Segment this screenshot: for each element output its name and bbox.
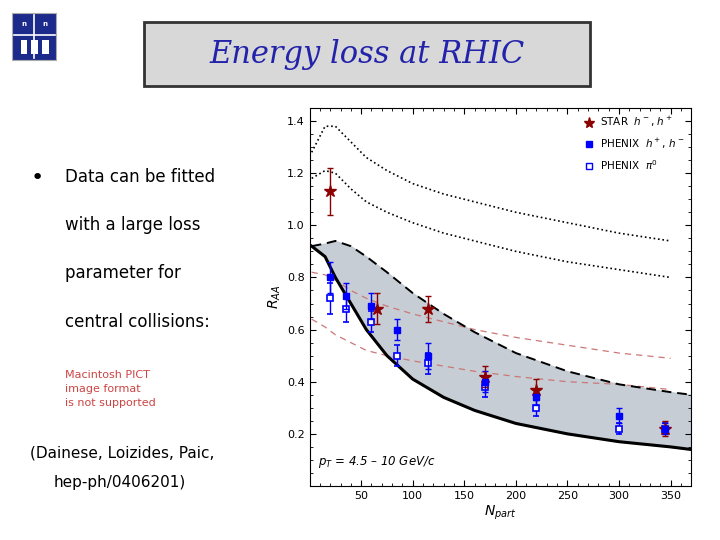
FancyBboxPatch shape (12, 13, 56, 60)
Bar (42, 40, 49, 54)
Text: •: • (30, 167, 43, 187)
Text: central collisions:: central collisions: (65, 313, 210, 331)
Text: n: n (42, 21, 48, 28)
Text: Data can be fitted: Data can be fitted (65, 167, 215, 186)
Text: n: n (21, 21, 26, 28)
Text: parameter for: parameter for (65, 265, 181, 282)
Legend: STAR  $h^-$, $h^+$, PHENIX  $h^+$, $h^-$, PHENIX  $\pi^0$: STAR $h^-$, $h^+$, PHENIX $h^+$, $h^-$, … (580, 111, 688, 176)
Text: hep-ph/0406201): hep-ph/0406201) (53, 475, 186, 490)
Bar (32, 40, 38, 54)
Text: with a large loss: with a large loss (65, 216, 200, 234)
Y-axis label: $R_{AA}$: $R_{AA}$ (266, 285, 283, 309)
FancyBboxPatch shape (144, 22, 590, 86)
Text: Energy loss at RHIC: Energy loss at RHIC (210, 38, 525, 70)
Text: Macintosh PICT
image format
is not supported: Macintosh PICT image format is not suppo… (65, 370, 156, 408)
Bar (21, 40, 27, 54)
Text: (Dainese, Loizides, Paic,: (Dainese, Loizides, Paic, (30, 446, 215, 461)
Text: $p_T$ = 4.5 – 10 GeV/c: $p_T$ = 4.5 – 10 GeV/c (318, 454, 436, 470)
X-axis label: $N_{part}$: $N_{part}$ (484, 504, 517, 522)
